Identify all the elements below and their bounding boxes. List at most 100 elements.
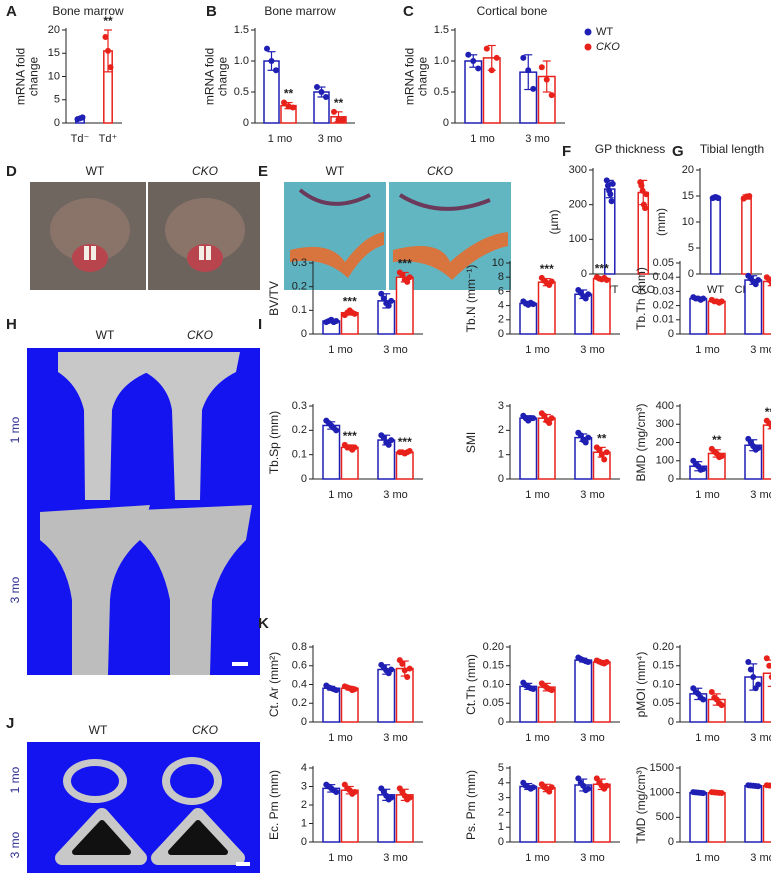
data-point <box>543 76 550 83</box>
legend-label: WT <box>596 26 613 38</box>
y-tick-label: 1 <box>498 821 504 833</box>
data-point <box>548 784 555 791</box>
data-point <box>273 67 279 74</box>
y-tick-label: 5 <box>54 94 60 106</box>
data-point <box>601 456 608 463</box>
x-tick-label: 3 mo <box>383 344 407 356</box>
x-tick-label: 3 mo <box>750 489 771 501</box>
y-tick-label: 0.20 <box>653 641 674 653</box>
data-point <box>404 278 411 285</box>
y-tick-label: 15 <box>48 47 60 59</box>
y-tick-label: 0.8 <box>292 641 307 653</box>
data-point <box>399 660 406 667</box>
y-tick-label: 20 <box>48 24 60 36</box>
data-point <box>388 437 395 444</box>
data-point <box>763 655 770 662</box>
data-point <box>718 790 725 797</box>
significance-label: *** <box>398 435 412 449</box>
data-point <box>406 448 413 455</box>
x-tick-label: 1 mo <box>525 732 549 744</box>
bar <box>689 791 708 843</box>
data-point <box>525 67 532 74</box>
y-tick-label: 0.2 <box>292 697 307 709</box>
y-tick-label: 0.1 <box>292 304 307 316</box>
data-point <box>465 51 472 58</box>
y-tick-label: 100 <box>569 233 587 245</box>
data-point <box>766 662 771 669</box>
x-tick-label: 1 mo <box>695 344 719 356</box>
column-label: WT <box>326 164 345 178</box>
y-tick-label: 0 <box>498 473 504 485</box>
data-point <box>747 666 754 673</box>
data-point <box>768 782 771 789</box>
data-point <box>79 114 86 121</box>
significance-label: ** <box>597 432 607 446</box>
bar <box>762 280 771 335</box>
y-tick-label: 0 <box>668 836 674 848</box>
y-tick-label: 0.2 <box>292 424 307 436</box>
column-label: WT <box>89 723 108 737</box>
x-tick-label: 3 mo <box>580 732 604 744</box>
bar <box>592 277 611 335</box>
y-axis-label: Ps. Pm (mm) <box>464 770 478 840</box>
data-point <box>585 291 592 298</box>
bar <box>762 785 771 843</box>
data-point <box>700 295 707 302</box>
y-tick-label: 20 <box>682 164 694 176</box>
significance-label: *** <box>343 429 357 443</box>
column-label: WT <box>96 328 115 342</box>
y-tick-label: 0 <box>301 716 307 728</box>
data-point <box>268 58 275 64</box>
y-tick-label: 0.20 <box>483 641 504 653</box>
significance-label: *** <box>595 261 609 275</box>
row-label: 3 mo <box>8 576 22 603</box>
x-tick-label: CKO <box>631 284 655 296</box>
y-tick-label: 1.5 <box>234 24 249 36</box>
chart-title: GP thickness <box>595 142 665 156</box>
data-point <box>107 64 114 71</box>
y-tick-label: 0.15 <box>653 660 674 672</box>
data-point <box>333 427 340 434</box>
y-tick-label: 1 <box>498 449 504 461</box>
data-point <box>281 99 287 106</box>
bar <box>537 417 556 480</box>
panel-letter: I <box>258 316 262 333</box>
data-point <box>580 782 587 789</box>
bar <box>574 659 593 723</box>
y-tick-label: 10 <box>492 257 504 269</box>
y-tick-label: 2 <box>498 424 504 436</box>
y-tick-label: 200 <box>656 436 674 448</box>
panel-letter: F <box>562 143 571 160</box>
bar <box>762 672 771 723</box>
data-point <box>598 451 605 458</box>
data-point <box>351 310 358 317</box>
y-tick-label: 400 <box>656 400 674 412</box>
legend-label: CKO <box>596 41 620 53</box>
bar <box>340 687 359 723</box>
data-point <box>715 195 722 202</box>
y-tick-label: 0.05 <box>653 697 674 709</box>
x-tick-label: 1 mo <box>470 133 494 145</box>
y-axis-label: change <box>216 56 230 96</box>
data-point <box>700 790 707 797</box>
y-tick-label: 500 <box>656 811 674 823</box>
bar <box>519 417 538 480</box>
data-point <box>333 687 340 694</box>
x-tick-label: 3 mo <box>750 732 771 744</box>
y-tick-label: 3 <box>301 780 307 792</box>
data-point <box>401 667 408 674</box>
bar <box>322 787 341 843</box>
data-point <box>548 92 555 99</box>
x-tick-label: 3 mo <box>383 852 407 864</box>
data-point <box>385 441 392 448</box>
row-label: 1 mo <box>8 766 22 793</box>
data-point <box>548 278 555 285</box>
data-point <box>768 423 771 429</box>
y-tick-label: 0.05 <box>653 257 674 269</box>
y-tick-label: 100 <box>656 455 674 467</box>
bar <box>519 785 538 843</box>
data-point <box>755 783 762 790</box>
data-point <box>351 789 358 796</box>
data-point <box>582 439 589 446</box>
data-point <box>585 434 592 441</box>
